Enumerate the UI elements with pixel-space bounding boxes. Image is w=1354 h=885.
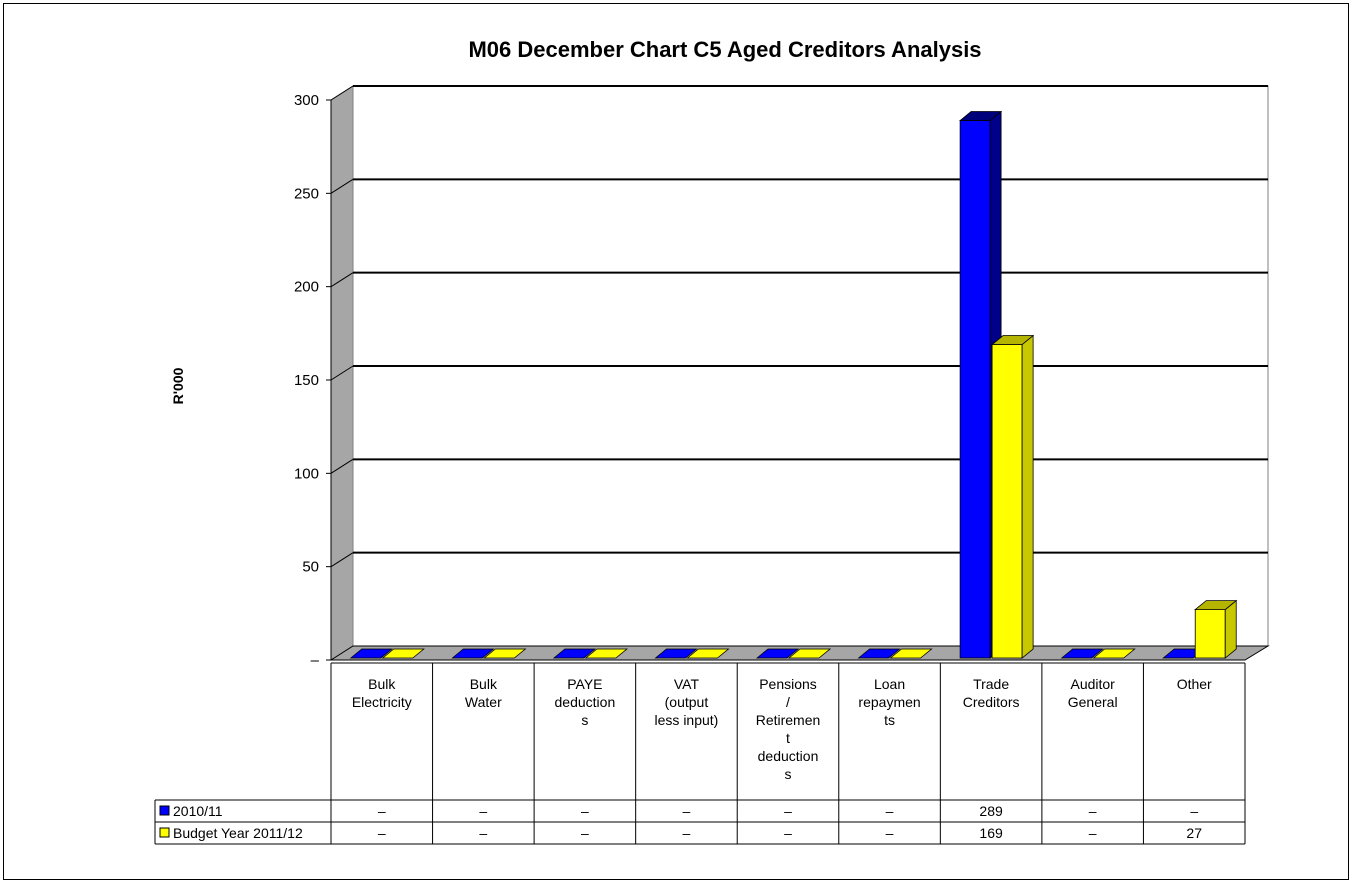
data-label: – <box>378 803 386 819</box>
data-label: – <box>479 803 487 819</box>
bar <box>991 344 1023 659</box>
bar <box>889 648 933 659</box>
data-label: – <box>581 803 589 819</box>
bar <box>787 648 832 659</box>
bar <box>1194 609 1226 659</box>
x-category-label: Bulk Electricity <box>352 676 412 710</box>
data-label: – <box>378 825 386 841</box>
x-category-label: PAYE deduction s <box>555 676 616 728</box>
bar <box>654 648 698 659</box>
data-label: 169 <box>979 825 1003 841</box>
gridline-side <box>330 85 354 101</box>
x-category-label: Trade Creditors <box>963 676 1020 710</box>
bar <box>959 120 991 659</box>
bar-side <box>1224 599 1237 659</box>
y-tick-label: 150 <box>294 372 319 389</box>
data-label: – <box>784 825 792 841</box>
data-table: Bulk Electricity Bulk Water PAYE deduction s VA… <box>154 662 1246 845</box>
bar-top <box>990 335 1035 345</box>
y-tick-label: 200 <box>294 279 319 296</box>
chart-title: M06 December Chart C5 Aged Creditors Ana… <box>468 37 981 62</box>
x-category-label: Auditor General <box>1068 676 1118 710</box>
data-label: – <box>1190 803 1198 819</box>
gridline-side <box>330 178 354 194</box>
data-label: – <box>886 803 894 819</box>
legend-swatch <box>159 805 170 816</box>
bar-top <box>1194 600 1238 610</box>
data-label: – <box>886 825 894 841</box>
bar <box>552 648 597 659</box>
gridline-side <box>330 365 354 381</box>
legend-label: Budget Year 2011/12 <box>173 825 303 841</box>
data-label: 27 <box>1186 825 1202 841</box>
gridline-side <box>330 272 354 288</box>
bar <box>451 648 495 659</box>
data-label: – <box>683 803 691 819</box>
legend-label: 2010/11 <box>173 803 223 819</box>
bar-top <box>958 111 1003 121</box>
x-category-label: Other <box>1177 676 1212 692</box>
bar <box>584 648 629 659</box>
data-label: 289 <box>979 803 1003 819</box>
data-label: – <box>581 825 589 841</box>
gridline-side <box>330 552 354 568</box>
data-label: – <box>1089 825 1097 841</box>
bar-side <box>1021 334 1034 659</box>
bar <box>686 648 730 659</box>
x-category-label: Bulk Water <box>465 676 502 710</box>
y-tick-label: 50 <box>302 559 319 576</box>
bar <box>349 648 393 659</box>
bar <box>381 648 425 659</box>
y-axis-label: R'000 <box>170 367 186 404</box>
y-tick-label: – <box>311 652 320 669</box>
y-tick-label: 250 <box>294 185 319 202</box>
x-category-label: Pensions / Retiremen t deduction s <box>756 676 821 782</box>
gridline-side <box>330 458 354 474</box>
plot-area: – 50 100 150 200 250 300 <box>294 85 1270 669</box>
x-category-label: VAT (output less input) <box>655 676 719 728</box>
bar <box>755 648 800 659</box>
y-tick-label: 100 <box>294 465 319 482</box>
data-label: – <box>683 825 691 841</box>
y-tick-label: 300 <box>294 92 319 109</box>
data-label: – <box>479 825 487 841</box>
bar <box>857 648 901 659</box>
x-category-label: Loan repaymen ts <box>858 676 920 728</box>
bar <box>483 648 527 659</box>
data-label: – <box>784 803 792 819</box>
legend-swatch <box>159 827 170 838</box>
data-label: – <box>1089 803 1097 819</box>
bar <box>1060 648 1104 659</box>
bar <box>1092 648 1136 659</box>
